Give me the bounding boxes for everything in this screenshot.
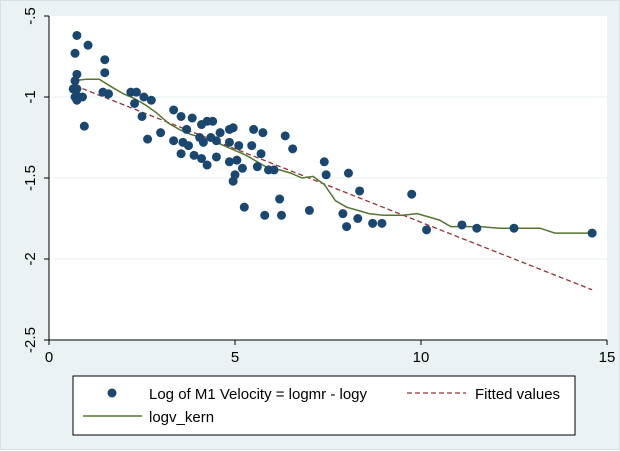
scatter-point-0 <box>72 30 82 40</box>
scatter-point-14 <box>104 89 114 99</box>
legend-label-scatter: Log of M1 Velocity = logmr - logy <box>149 386 368 403</box>
scatter-point-76 <box>407 189 417 199</box>
scatter-point-43 <box>197 154 207 164</box>
scatter-point-59 <box>269 165 279 175</box>
scatter-point-46 <box>224 137 234 147</box>
scatter-point-69 <box>338 209 348 219</box>
scatter-point-70 <box>342 222 352 232</box>
scatter-point-41 <box>176 149 186 159</box>
scatter-point-64 <box>275 194 285 204</box>
scatter-point-22 <box>143 134 153 144</box>
scatter-point-67 <box>319 157 329 167</box>
y-tick-label-1: -1 <box>22 90 39 103</box>
y-axis-ticks: -.5 -1 -1.5 -2 -2.5 <box>22 7 49 353</box>
scatter-series <box>68 30 597 238</box>
scatter-point-78 <box>457 220 467 230</box>
scatter-point-39 <box>228 123 238 133</box>
legend-label-kernel: logv_kern <box>149 409 214 426</box>
scatter-point-1 <box>70 48 80 58</box>
scatter-point-50 <box>237 163 247 173</box>
scatter-point-63 <box>260 210 270 220</box>
scatter-point-24 <box>169 105 179 115</box>
scatter-point-25 <box>176 111 186 121</box>
fitted-values-line <box>74 85 593 291</box>
scatter-point-57 <box>252 162 262 172</box>
y-tick-label-0: -.5 <box>22 7 39 25</box>
logv-kern-line <box>73 78 593 234</box>
scatter-point-4 <box>100 68 110 78</box>
scatter-point-47 <box>234 141 244 151</box>
scatter-point-72 <box>355 186 365 196</box>
scatter-point-71 <box>343 168 353 178</box>
scatter-point-27 <box>182 124 192 134</box>
scatter-point-34 <box>198 137 208 147</box>
scatter-point-44 <box>202 160 212 170</box>
y-tick-label-4: -2.5 <box>22 327 39 353</box>
scatter-point-3 <box>100 55 110 65</box>
scatter-point-37 <box>215 128 225 138</box>
scatter-point-36 <box>211 136 221 146</box>
x-tick-label-2: 10 <box>413 349 430 366</box>
scatter-point-30 <box>208 116 218 126</box>
scatter-point-42 <box>189 150 199 160</box>
x-axis-ticks: 0 5 10 15 <box>45 340 616 366</box>
legend-label-fitted: Fitted values <box>475 386 560 403</box>
scatter-point-56 <box>256 149 266 159</box>
y-tick-label-3: -2 <box>22 252 39 265</box>
scatter-point-23 <box>156 128 166 138</box>
scatter-point-2 <box>83 40 93 50</box>
scatter-point-54 <box>258 128 268 138</box>
scatter-point-8 <box>68 84 78 94</box>
x-tick-label-1: 5 <box>231 349 239 366</box>
scatter-point-68 <box>321 170 331 180</box>
scatter-point-73 <box>353 214 363 223</box>
x-tick-label-0: 0 <box>45 349 53 366</box>
scatter-point-18 <box>139 92 149 102</box>
scatter-point-45 <box>211 152 221 162</box>
scatter-point-74 <box>368 218 378 228</box>
y-tick-label-2: -1.5 <box>22 165 39 191</box>
legend-box <box>72 375 576 436</box>
scatter-point-66 <box>304 205 314 215</box>
fitted-values-series <box>74 85 593 291</box>
scatter-point-15 <box>79 121 89 131</box>
scatter-point-81 <box>587 228 597 238</box>
legend-marker-scatter <box>107 388 117 398</box>
scatter-point-26 <box>187 113 197 123</box>
scatter-point-49 <box>224 157 234 167</box>
scatter-point-53 <box>249 124 259 134</box>
scatter-point-77 <box>422 225 432 235</box>
scatter-point-80 <box>509 223 519 233</box>
scatter-point-6 <box>70 76 80 86</box>
x-tick-label-3: 15 <box>599 349 616 366</box>
scatter-point-75 <box>377 218 387 228</box>
scatter-point-79 <box>472 223 482 233</box>
scatter-point-48 <box>232 155 242 165</box>
scatter-point-21 <box>137 111 147 121</box>
scatter-point-19 <box>146 95 156 105</box>
scatter-point-20 <box>130 98 140 108</box>
scatter-point-61 <box>288 144 298 154</box>
scatter-point-55 <box>247 141 257 151</box>
scatter-point-62 <box>239 202 249 212</box>
legend: Log of M1 Velocity = logmr - logy Fitted… <box>72 375 576 436</box>
scatter-point-17 <box>131 87 141 97</box>
scatter-point-65 <box>277 210 286 220</box>
scatter-point-12 <box>72 95 82 105</box>
logv-kern-series <box>73 78 593 234</box>
scatter-point-40 <box>184 141 193 151</box>
scatter-point-52 <box>230 170 240 180</box>
scatter-point-31 <box>169 136 179 146</box>
scatter-point-60 <box>280 131 290 141</box>
